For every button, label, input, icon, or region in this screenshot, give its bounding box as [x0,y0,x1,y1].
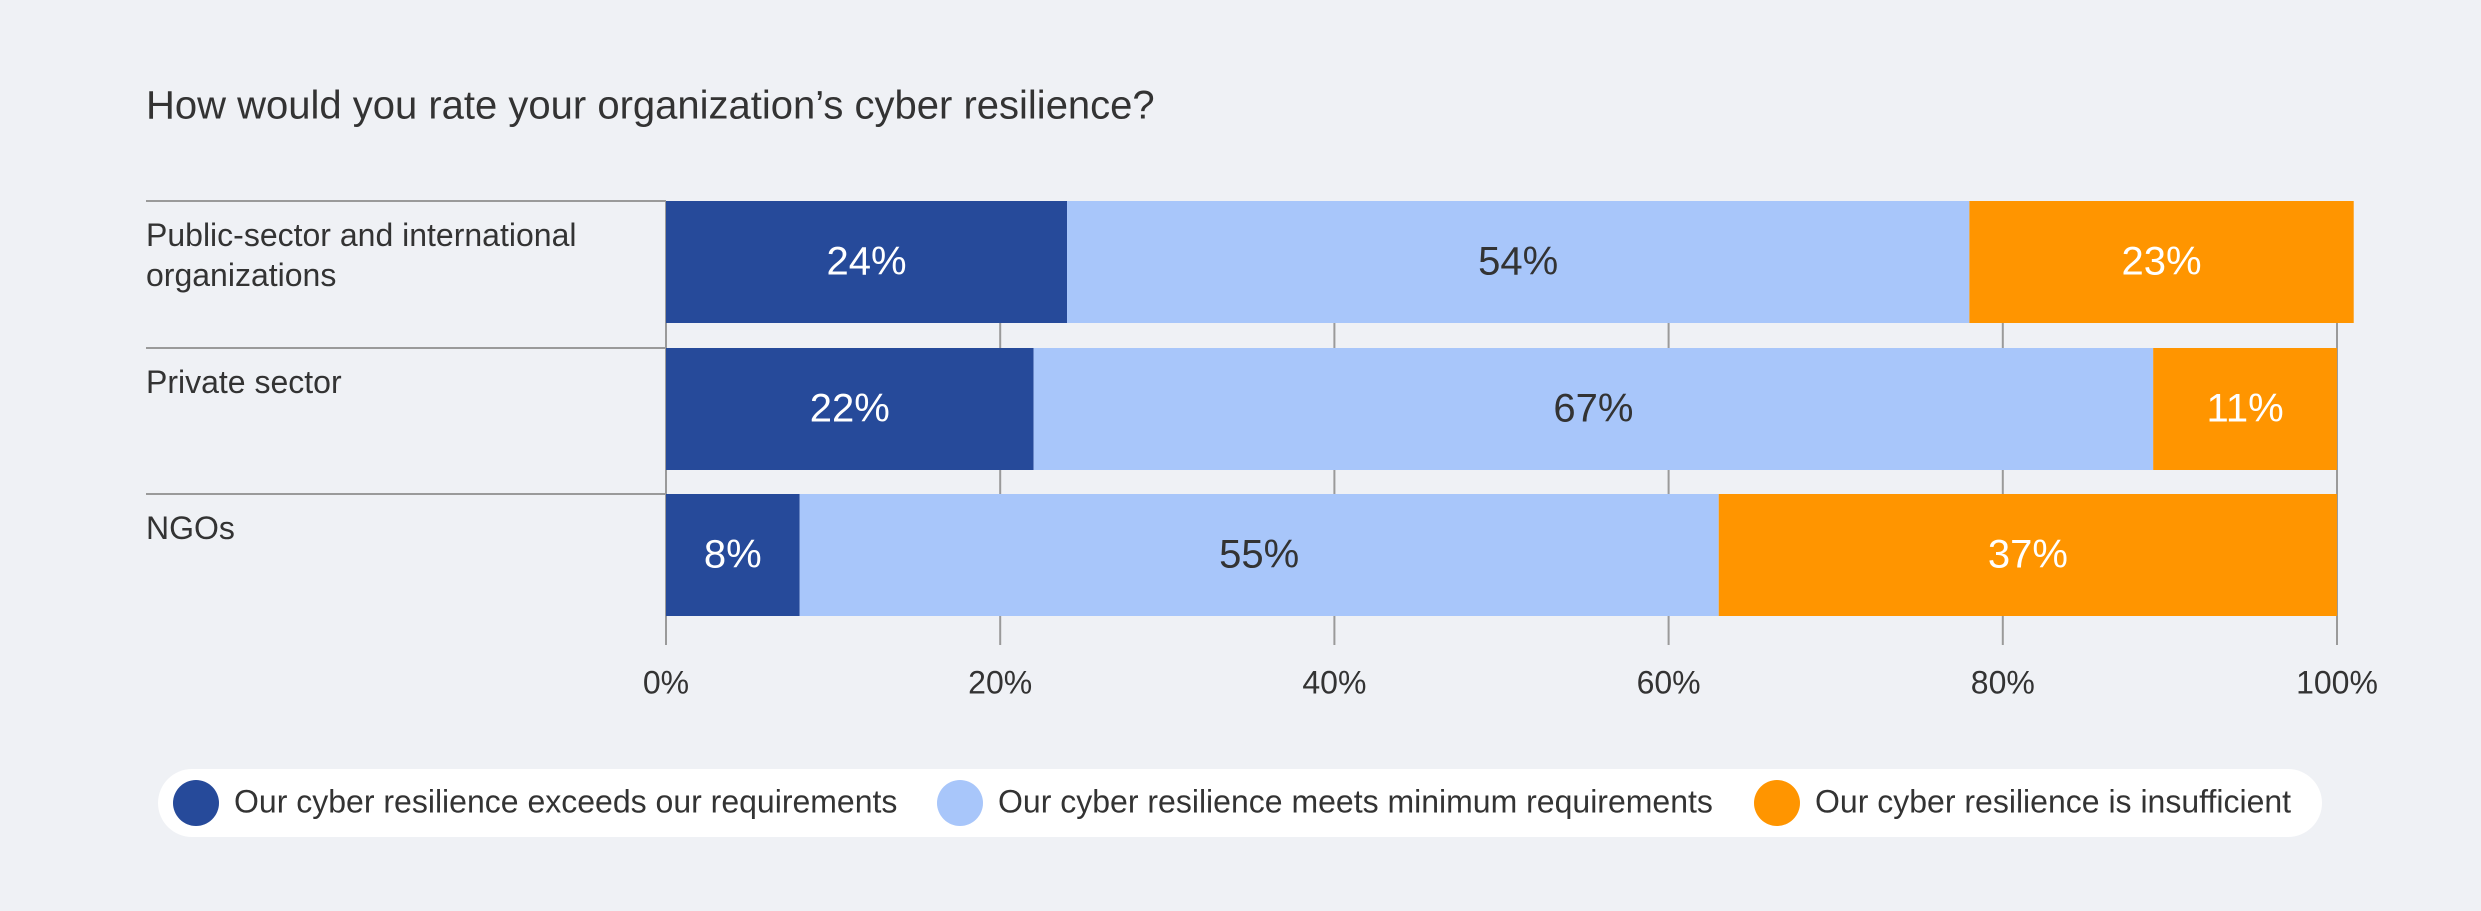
bar-segment [666,348,1034,470]
bar-segment [2153,348,2337,470]
x-tick-label: 80% [1971,664,2035,700]
legend-swatch [173,780,219,826]
value-label: 55% [1219,533,1299,577]
legend-label: Our cyber resilience is insufficient [1815,783,2291,819]
value-label: 54% [1478,240,1558,284]
value-label: 24% [826,240,906,284]
bar-segment [1033,348,2154,470]
bar-segment [666,201,1068,323]
value-label: 22% [810,387,890,431]
chart-title: How would you rate your organization’s c… [146,84,1155,128]
value-label: 67% [1553,387,1633,431]
legend-label: Our cyber resilience meets minimum requi… [998,783,1713,819]
category-label: Private sector [146,364,342,400]
legend-swatch [1754,780,1800,826]
bar-segment [1969,201,2354,323]
x-tick-label: 100% [2296,664,2378,700]
category-label: NGOs [146,510,235,546]
value-label: 11% [2207,387,2284,431]
bar-segment [1067,201,1970,323]
bar-segment [1718,494,2337,616]
value-label: 23% [2122,240,2202,284]
bar-segment [799,494,1719,616]
bar-segment [666,494,800,616]
value-label: 8% [704,533,762,577]
category-label: Public-sector and international organiza… [146,217,577,293]
legend-swatch [937,780,983,826]
legend-label: Our cyber resilience exceeds our require… [234,783,897,819]
x-tick-label: 20% [968,664,1032,700]
value-label: 37% [1988,533,2068,577]
x-tick-label: 60% [1637,664,1701,700]
x-tick-label: 40% [1302,664,1366,700]
x-tick-label: 0% [643,664,689,700]
